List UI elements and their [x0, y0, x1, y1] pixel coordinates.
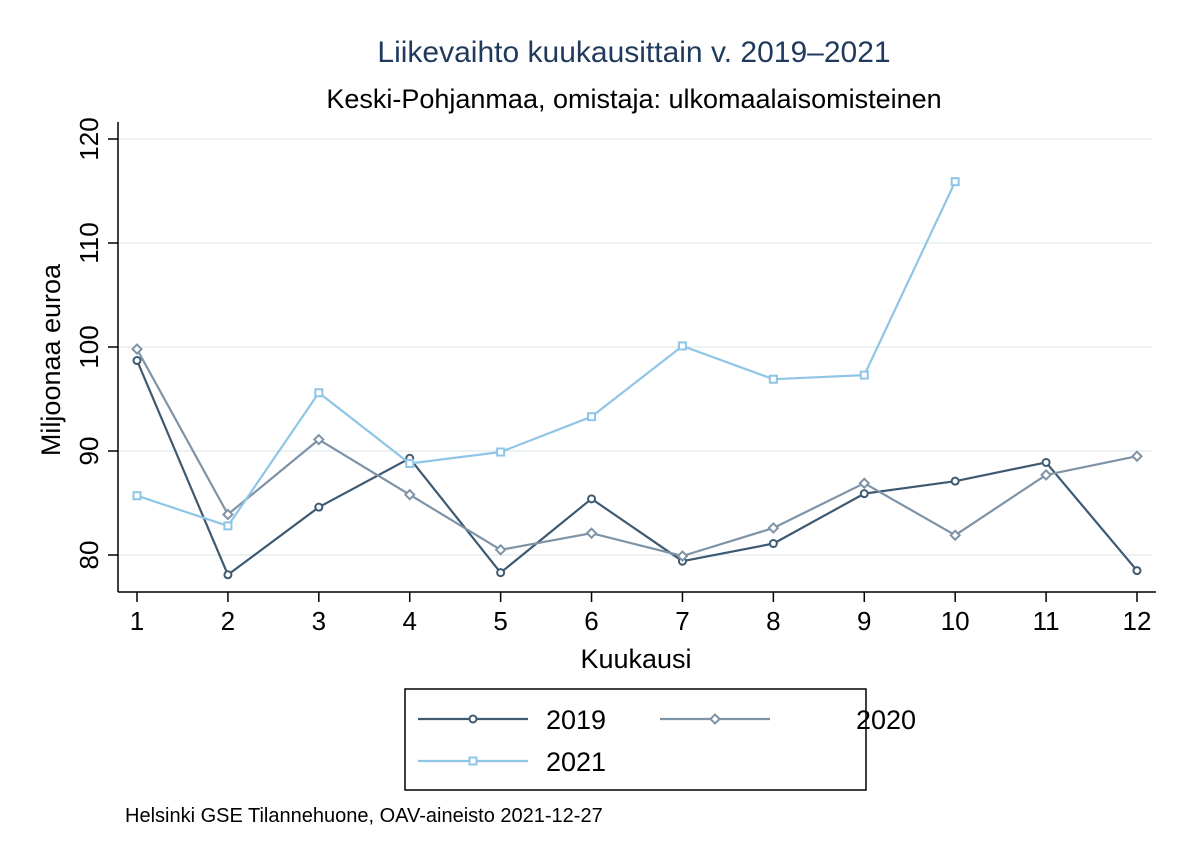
data-point-2020	[403, 488, 416, 501]
data-point-2020	[221, 508, 234, 521]
data-point-2020	[676, 550, 689, 562]
x-axis-title: Kuukausi	[580, 644, 691, 674]
series-line-2020	[136, 348, 1138, 558]
data-point-2019	[768, 539, 778, 549]
legend-label: 2021	[546, 747, 606, 777]
x-tick-label: 9	[857, 606, 871, 636]
data-point-2021	[496, 447, 506, 457]
legend-label: 2019	[546, 705, 606, 735]
legend: 2019 2020 2021	[404, 688, 916, 791]
y-tick-label: 110	[74, 222, 104, 263]
data-point-2021	[768, 374, 778, 384]
data-point-2020	[312, 433, 325, 446]
legend-items: 2019 2020 2021	[418, 705, 916, 777]
source-note: Helsinki GSE Tilannehuone, OAV-aineisto …	[125, 805, 603, 827]
data-point-2021	[132, 491, 142, 501]
y-tick-label: 80	[74, 541, 104, 570]
data-point-2019	[132, 356, 142, 366]
data-point-2021	[677, 341, 687, 351]
x-tick-label: 5	[493, 606, 507, 636]
series-2021	[132, 177, 960, 531]
y-axis-ticks: 80 90 100 110 120	[74, 117, 118, 569]
x-axis-ticks: 1 2 3 4 5 6 7 8 9 10 11 12	[130, 592, 1152, 636]
data-point-2019	[496, 568, 506, 578]
y-tick-label: 120	[74, 117, 104, 160]
data-point-2019	[314, 502, 324, 512]
data-point-2020	[858, 477, 871, 490]
data-point-2020	[494, 543, 507, 556]
x-tick-label: 12	[1123, 606, 1152, 636]
x-tick-label: 11	[1033, 606, 1060, 636]
series-2019	[132, 356, 1142, 580]
chart-title: Liikevaihto kuukausittain v. 2019–2021	[377, 36, 890, 69]
x-tick-label: 7	[675, 606, 689, 636]
chart-subtitle: Keski-Pohjanmaa, omistaja: ulkomaalaisom…	[326, 84, 941, 114]
legend-item-2019: 2019	[418, 705, 606, 735]
legend-item-2021: 2021	[418, 747, 606, 777]
data-point-2021	[314, 388, 324, 398]
x-tick-label: 10	[941, 606, 970, 636]
data-point-2021	[859, 370, 869, 380]
series-2020	[131, 343, 1143, 562]
data-point-2021	[587, 412, 597, 422]
data-point-2020	[949, 529, 962, 542]
x-tick-label: 1	[130, 606, 144, 636]
legend-marker	[468, 714, 478, 724]
data-point-2019	[1132, 566, 1142, 576]
data-point-2019	[1041, 457, 1051, 467]
data-point-2019	[223, 570, 233, 580]
data-point-2019	[950, 476, 960, 486]
legend-item-2020: 2020	[660, 705, 916, 735]
data-point-2021	[950, 177, 960, 187]
series-line-2021	[136, 181, 957, 528]
data-point-2020	[1131, 450, 1143, 463]
data-point-2021	[223, 521, 233, 531]
y-axis-title: Miljoonaa euroa	[36, 263, 66, 456]
legend-box	[404, 688, 867, 791]
x-tick-label: 2	[221, 606, 235, 636]
y-tick-label: 90	[74, 437, 104, 466]
data-point-2019	[587, 494, 597, 504]
x-tick-label: 4	[402, 606, 416, 636]
gridlines	[118, 138, 1152, 556]
x-tick-label: 8	[766, 606, 780, 636]
series-lines	[131, 177, 1143, 580]
data-point-2020	[585, 527, 598, 540]
data-point-2020	[1040, 469, 1053, 481]
data-point-2021	[405, 458, 415, 468]
legend-marker	[709, 713, 721, 725]
data-point-2019	[859, 489, 869, 499]
x-tick-label: 6	[584, 606, 598, 636]
legend-label: 2020	[856, 705, 916, 735]
legend-marker	[468, 756, 478, 766]
data-point-2020	[131, 343, 143, 355]
data-point-2020	[767, 522, 780, 534]
series-line-2019	[135, 360, 1138, 576]
y-tick-label: 100	[74, 325, 104, 368]
x-tick-label: 3	[312, 606, 326, 636]
